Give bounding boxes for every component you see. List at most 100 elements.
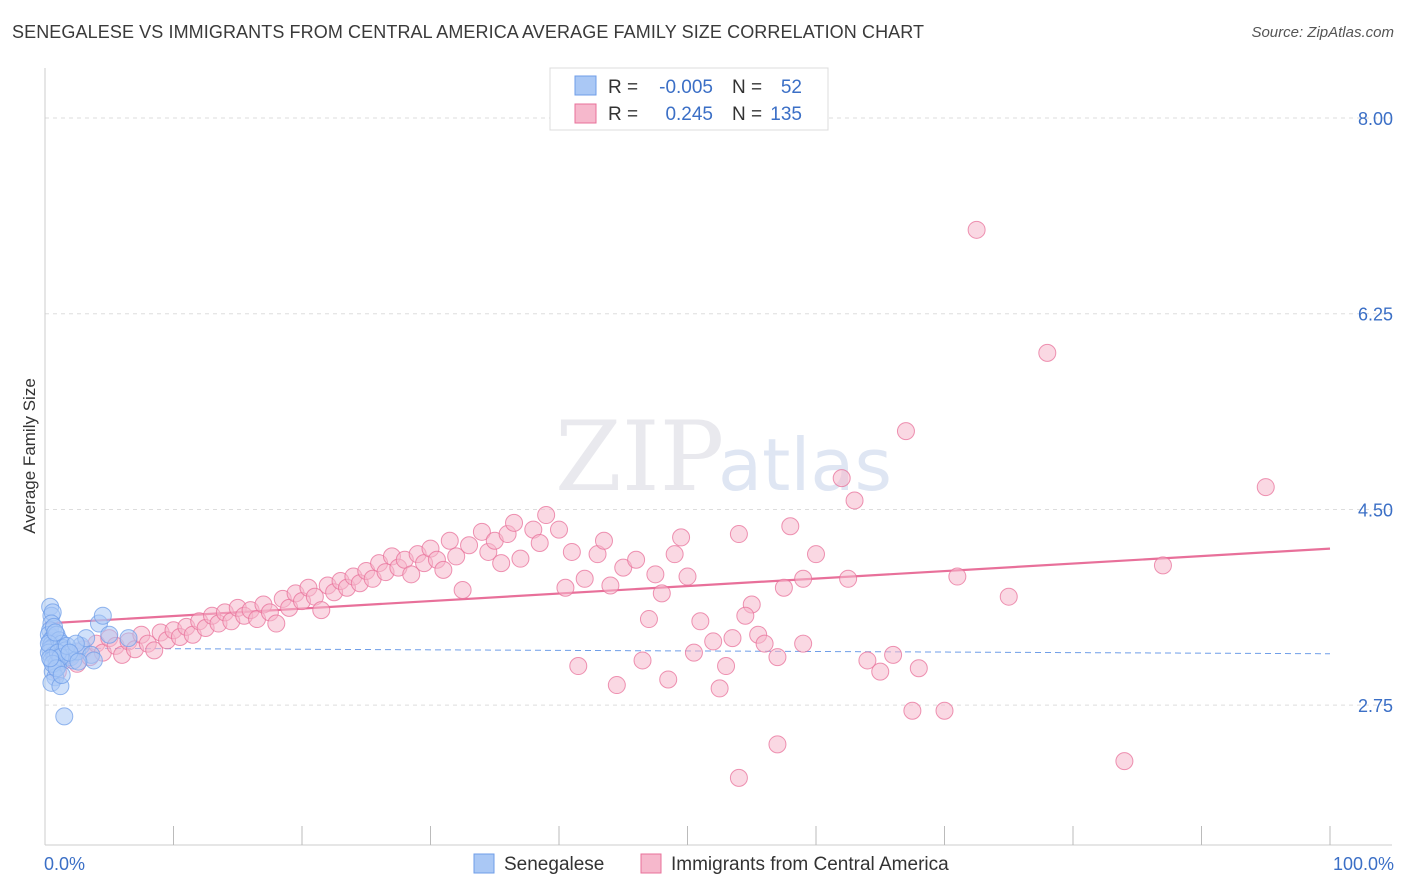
point-central-america-70 — [505, 513, 524, 532]
legend-r-value-1: 0.245 — [665, 104, 713, 125]
point-senegalese-51 — [119, 629, 138, 648]
point-senegalese-49 — [69, 652, 88, 671]
y-tick-label-0: 2.75 — [1358, 696, 1393, 716]
watermark-atlas: atlas — [718, 423, 892, 507]
legend-swatch-blue — [574, 75, 597, 96]
bottom-legend-swatch-central-america — [640, 853, 662, 874]
point-central-america-128 — [607, 676, 626, 695]
point-central-america-105 — [871, 662, 890, 681]
point-central-america-104 — [858, 651, 877, 670]
point-central-america-129 — [710, 679, 729, 698]
point-central-america-83 — [627, 550, 646, 569]
legend-n-value-1: 135 — [770, 104, 802, 125]
point-central-america-96 — [755, 634, 774, 653]
point-central-america-62 — [447, 547, 466, 566]
point-central-america-77 — [562, 542, 581, 561]
legend-r-label-0: R = — [608, 77, 638, 98]
point-central-america-88 — [672, 528, 691, 547]
gridlines — [45, 117, 1392, 706]
point-central-america-81 — [601, 576, 620, 595]
point-central-america-114 — [1153, 556, 1172, 575]
point-central-america-68 — [492, 554, 511, 573]
point-senegalese-47 — [41, 649, 60, 668]
point-central-america-116 — [967, 220, 986, 239]
point-central-america-93 — [729, 525, 748, 544]
x-tick-label-0: 0.0% — [44, 854, 85, 874]
point-central-america-109 — [935, 701, 954, 720]
watermark: ZIP atlas — [555, 401, 892, 513]
point-central-america-41 — [312, 601, 331, 620]
legend-r-value-0: -0.005 — [659, 77, 713, 98]
point-central-america-108 — [903, 701, 922, 720]
legend-n-label-1: N = — [732, 104, 762, 125]
point-central-america-107 — [896, 422, 915, 441]
point-central-america-65 — [472, 522, 491, 541]
legend-box: R = -0.005 N = 52 R = 0.245 N = 135 — [549, 67, 829, 131]
watermark-zip: ZIP — [555, 401, 724, 513]
point-central-america-123 — [736, 606, 755, 625]
point-central-america-89 — [678, 567, 697, 586]
y-tick-label-2: 6.25 — [1358, 305, 1393, 325]
point-senegalese-37 — [93, 606, 112, 625]
point-central-america-126 — [659, 670, 678, 689]
chart-title: SENEGALESE VS IMMIGRANTS FROM CENTRAL AM… — [12, 22, 925, 42]
point-central-america-15 — [145, 641, 164, 660]
point-central-america-85 — [646, 565, 665, 584]
point-senegalese-35 — [84, 651, 103, 670]
point-central-america-98 — [774, 578, 793, 597]
bottom-legend-swatch-senegalese — [473, 853, 495, 874]
point-central-america-118 — [729, 768, 748, 787]
x-tick-label-1: 100.0% — [1333, 854, 1394, 874]
point-central-america-101 — [807, 545, 825, 564]
source-label: Source: ZipAtlas.com — [1251, 24, 1394, 41]
bottom-legend-central-america: Immigrants from Central America — [671, 854, 949, 875]
point-central-america-115 — [1256, 478, 1275, 497]
point-central-america-80 — [594, 531, 613, 550]
point-senegalese-50 — [100, 625, 119, 644]
point-central-america-61 — [440, 531, 459, 550]
point-central-america-106 — [884, 645, 903, 664]
point-central-america-73 — [530, 534, 549, 552]
point-central-america-71 — [511, 549, 530, 568]
point-central-america-90 — [691, 612, 710, 631]
point-central-america-97 — [768, 648, 787, 667]
point-central-america-76 — [556, 578, 575, 597]
point-central-america-125 — [633, 651, 652, 670]
legend-n-value-0: 52 — [781, 77, 802, 98]
point-central-america-103 — [845, 491, 864, 510]
point-central-america-121 — [839, 569, 858, 588]
point-central-america-75 — [550, 520, 568, 539]
point-central-america-92 — [717, 657, 736, 676]
legend-swatch-pink — [574, 103, 597, 124]
point-central-america-87 — [665, 545, 684, 564]
legend-r-label-1: R = — [608, 104, 638, 125]
point-central-america-55 — [402, 565, 421, 584]
point-central-america-117 — [768, 735, 787, 754]
point-central-america-34 — [267, 614, 286, 633]
axes — [44, 68, 1392, 846]
point-senegalese-39 — [46, 623, 65, 642]
x-tick-labels: 0.0% 100.0% — [44, 854, 1394, 874]
point-central-america-60 — [434, 560, 453, 579]
y-tick-label-3: 8.00 — [1358, 109, 1393, 129]
series-senegalese-points — [39, 597, 138, 726]
point-central-america-113 — [1115, 752, 1134, 771]
bottom-legend: Senegalese Immigrants from Central Ameri… — [473, 853, 949, 875]
legend-n-label-0: N = — [732, 77, 762, 98]
point-central-america-100 — [794, 569, 813, 588]
bottom-legend-senegalese: Senegalese — [504, 854, 604, 875]
point-central-america-110 — [948, 567, 967, 586]
y-tick-label-1: 4.50 — [1358, 500, 1393, 520]
point-central-america-124 — [723, 629, 742, 648]
point-central-america-127 — [569, 657, 588, 676]
point-central-america-111 — [999, 587, 1018, 606]
point-central-america-86 — [652, 584, 671, 603]
point-central-america-64 — [460, 536, 479, 555]
point-central-america-112 — [1038, 343, 1057, 362]
point-central-america-119 — [684, 643, 703, 662]
point-central-america-102 — [832, 469, 851, 488]
y-tick-labels: 2.75 4.50 6.25 8.00 — [1358, 109, 1393, 716]
y-axis-title: Average Family Size — [20, 378, 39, 534]
point-central-america-120 — [794, 634, 813, 653]
